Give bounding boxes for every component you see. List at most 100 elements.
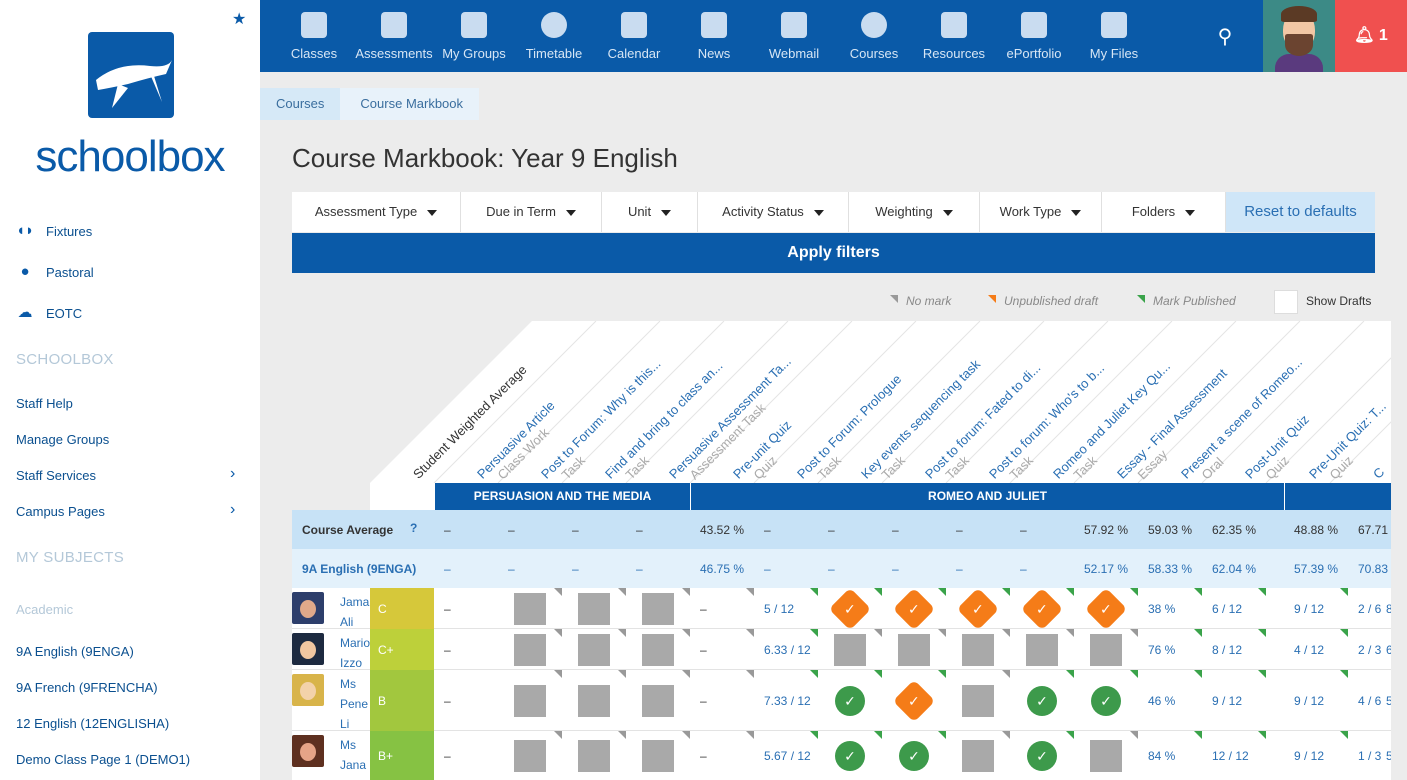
notifications-button[interactable]: 🔔︎ 1 [1335,0,1407,72]
subject-link[interactable]: 12 English (12ENGLISHA) [16,716,170,731]
chevron-right-icon[interactable]: › [230,501,236,518]
mark-cell[interactable]: – [828,561,835,576]
user-avatar[interactable] [1263,0,1335,72]
mark-cell[interactable]: – [572,561,579,576]
draft-check-icon[interactable]: ✓ [892,587,936,630]
empty-mark[interactable] [578,740,610,772]
empty-mark[interactable] [962,633,994,666]
mark-cell[interactable]: – [956,561,963,576]
student-name[interactable]: Mario Izzo [340,636,370,670]
mark-cell[interactable]: 9 / 12 [1294,601,1325,616]
empty-mark[interactable] [642,633,674,666]
empty-mark[interactable] [642,684,674,717]
filter-unit[interactable]: Unit [602,192,698,232]
published-check-icon[interactable]: ✓ [835,685,865,716]
nav-resources[interactable]: Resources [914,0,994,72]
empty-mark[interactable] [642,740,674,772]
sidebar-item-fixtures[interactable]: ◖◗ Fixtures [16,222,92,240]
subject-link[interactable]: 9A French (9FRENCHA) [16,680,158,695]
mark-cell[interactable]: 5 / 8 [1386,693,1391,708]
mark-cell[interactable]: 46 % [1148,693,1176,708]
mark-cell[interactable]: 9 / 12 [1294,693,1325,708]
subject-link[interactable]: 9A English (9ENGA) [16,644,134,659]
empty-mark[interactable] [514,633,546,666]
nav-calendar[interactable]: Calendar [594,0,674,72]
mark-cell[interactable]: – [764,561,771,576]
mark-cell[interactable]: 5.67 / 12 [764,749,811,763]
nav-assessments[interactable]: Assessments [354,0,434,72]
nav-news[interactable]: News [674,0,754,72]
mark-cell[interactable]: 38 % [1148,601,1176,616]
nav-courses[interactable]: Courses [834,0,914,72]
help-icon[interactable]: ? [410,521,418,535]
empty-mark[interactable] [514,684,546,717]
sidebar-item-eotc[interactable]: ☁ EOTC [16,304,83,322]
published-check-icon[interactable]: ✓ [899,741,929,771]
mark-cell[interactable]: – [1020,561,1027,576]
chevron-right-icon[interactable]: › [230,465,236,482]
empty-mark[interactable] [1090,633,1122,666]
pin-icon[interactable]: ★ [232,11,247,28]
mark-cell[interactable]: 84 % [1148,749,1176,763]
student-name[interactable]: Jama Ali [340,595,370,629]
published-check-icon[interactable]: ✓ [1027,741,1057,771]
draft-check-icon[interactable]: ✓ [1084,587,1128,630]
mark-cell[interactable]: 6.33 / 12 [764,642,811,657]
mark-cell[interactable]: 58.33 % [1148,561,1193,576]
nav-my-files[interactable]: My Files [1074,0,1154,72]
empty-mark[interactable] [962,684,994,717]
sidebar-item-campus-pages[interactable]: Campus Pages [16,504,105,519]
mark-cell[interactable]: 7.33 / 12 [764,693,811,708]
mark-cell[interactable]: 5 / 12 [764,601,795,616]
draft-check-icon[interactable]: ✓ [956,587,1000,630]
mark-cell[interactable]: 2 / 3 [1358,642,1382,657]
breadcrumb-course-markbook[interactable]: Course Markbook [340,88,480,120]
subject-link[interactable]: Demo Class Page 1 (DEMO1) [16,752,191,767]
mark-cell[interactable]: 9 / 12 [1294,749,1325,763]
mark-cell[interactable]: 4 / 6 [1358,693,1382,708]
schoolbox-logo[interactable]: schoolbox [20,30,240,181]
nav-webmail[interactable]: Webmail [754,0,834,72]
empty-mark[interactable] [578,684,610,717]
published-check-icon[interactable]: ✓ [1091,685,1121,716]
mark-cell[interactable]: – [636,561,643,576]
mark-cell[interactable]: 12 / 12 [1212,749,1249,763]
empty-mark[interactable] [514,592,546,625]
mark-cell[interactable]: 1 / 3 [1358,749,1382,763]
nav-timetable[interactable]: Timetable [514,0,594,72]
mark-cell[interactable]: – [444,561,451,576]
mark-cell[interactable]: – [892,561,899,576]
filter-folders[interactable]: Folders [1102,192,1226,232]
mark-cell[interactable]: 6 / 12 [1212,601,1243,616]
mark-cell[interactable]: 70.83 [1358,561,1389,576]
empty-mark[interactable] [898,633,930,666]
nav-classes[interactable]: Classes [274,0,354,72]
mark-cell[interactable]: 8 / 12 [1212,642,1243,657]
search-icon[interactable]: ⚲ [1217,26,1233,48]
empty-mark[interactable] [642,592,674,625]
mark-cell[interactable]: 62.04 % [1212,561,1257,576]
mark-cell[interactable]: 46.75 % [700,561,745,576]
mark-cell[interactable]: 57.39 % [1294,561,1339,576]
mark-cell[interactable]: 52.17 % [1084,561,1129,576]
published-check-icon[interactable]: ✓ [835,741,865,771]
student-name[interactable]: Ms Pene Li [340,677,369,731]
nav-my-groups[interactable]: My Groups [434,0,514,72]
empty-mark[interactable] [578,592,610,625]
mark-cell[interactable]: 6 / 8 [1386,642,1391,657]
published-check-icon[interactable]: ✓ [1027,685,1057,716]
apply-filters-button[interactable]: Apply filters [292,233,1375,273]
filter-work-type[interactable]: Work Type [980,192,1102,232]
filter-weighting[interactable]: Weighting [849,192,980,232]
mark-cell[interactable]: – [508,561,515,576]
empty-mark[interactable] [962,740,994,772]
empty-mark[interactable] [1090,740,1122,772]
filter-due-in-term[interactable]: Due in Term [461,192,602,232]
empty-mark[interactable] [578,633,610,666]
nav-eportfolio[interactable]: ePortfolio [994,0,1074,72]
empty-mark[interactable] [834,633,866,666]
mark-cell[interactable]: 4 / 12 [1294,642,1325,657]
reset-defaults-button[interactable]: Reset to defaults [1226,192,1375,232]
filter-assessment-type[interactable]: Assessment Type [292,192,461,232]
breadcrumb-courses[interactable]: Courses [260,88,341,120]
